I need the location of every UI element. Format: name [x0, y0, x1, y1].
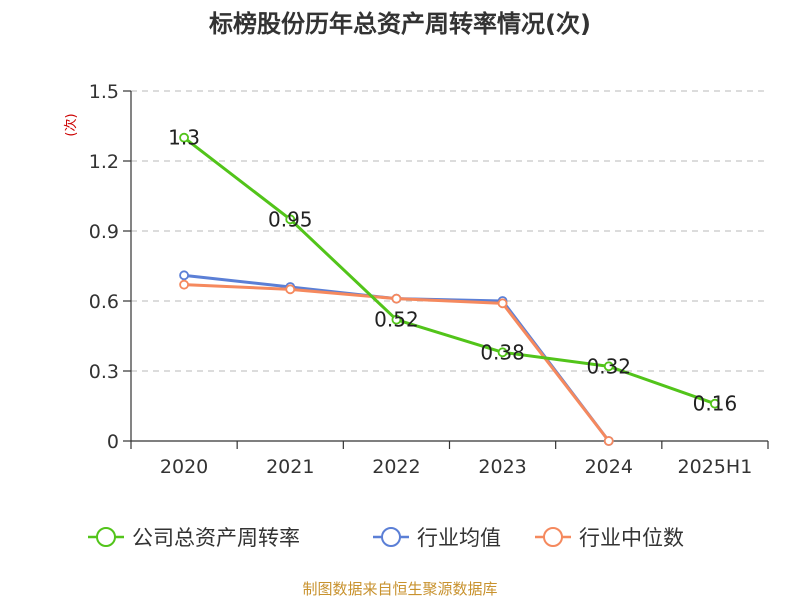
- data-label: 1.3: [168, 126, 200, 150]
- y-axis-label: (次): [63, 113, 79, 136]
- series-point: [603, 436, 614, 446]
- y-tick-label: 1.5: [89, 81, 119, 103]
- series-point: [710, 398, 720, 409]
- legend-swatch-marker: [381, 527, 401, 547]
- legend-label: 行业中位数: [579, 526, 684, 550]
- axes: 0 0.3 0.6 0.9 1.2 1.5 2020 2021 2022 2023 2024 2025…: [89, 81, 769, 478]
- legend-item-1[interactable]: 行业均值: [373, 526, 501, 550]
- legend-label: 行业均值: [417, 526, 501, 550]
- x-tick-label: 2021: [266, 456, 314, 478]
- data-label: 0.52: [374, 308, 419, 332]
- data-label: 0.16: [693, 392, 738, 416]
- legend-swatch-marker: [96, 527, 116, 547]
- legend-label: 公司总资产周转率: [132, 526, 300, 550]
- series-point: [285, 284, 296, 295]
- x-tick-label: 2022: [372, 456, 420, 478]
- y-tick-label: 0.6: [89, 291, 119, 313]
- legend[interactable]: 公司总资产周转率 行业均值 行业中位数: [88, 526, 684, 550]
- series-line-0: [183, 136, 716, 406]
- series-point: [497, 298, 508, 309]
- x-tick-label: 2025H1: [678, 456, 753, 478]
- y-tick-label: 0.9: [89, 221, 119, 243]
- data-label: 0.38: [480, 340, 525, 364]
- grid-lines: [131, 90, 768, 372]
- chart-title: 标榜股份历年总资产周转率情况(次): [209, 10, 591, 38]
- x-tick-label: 2024: [585, 456, 633, 478]
- series-layer: [179, 132, 720, 446]
- series-point: [285, 214, 296, 225]
- data-labels: 1.3 0.95 0.52 0.38 0.32 0.16: [168, 126, 737, 416]
- y-tick-label: 0.3: [89, 361, 119, 383]
- legend-swatch-marker: [543, 527, 563, 547]
- y-tick-label: 0: [107, 431, 119, 453]
- series-point: [179, 270, 189, 281]
- legend-item-0[interactable]: 公司总资产周转率: [88, 526, 300, 550]
- series-point: [391, 314, 402, 325]
- series-point: [179, 132, 189, 143]
- series-point: [497, 347, 508, 358]
- legend-item-2[interactable]: 行业中位数: [535, 526, 684, 550]
- series-point: [603, 361, 614, 372]
- data-label: 0.95: [268, 207, 313, 231]
- data-label: 0.32: [586, 354, 631, 378]
- source-note: 制图数据来自恒生聚源数据库: [302, 580, 497, 598]
- series-point: [179, 279, 189, 290]
- x-tick-label: 2020: [160, 456, 208, 478]
- series-point: [391, 293, 402, 304]
- x-tick-label: 2023: [478, 456, 526, 478]
- y-tick-label: 1.2: [89, 151, 119, 173]
